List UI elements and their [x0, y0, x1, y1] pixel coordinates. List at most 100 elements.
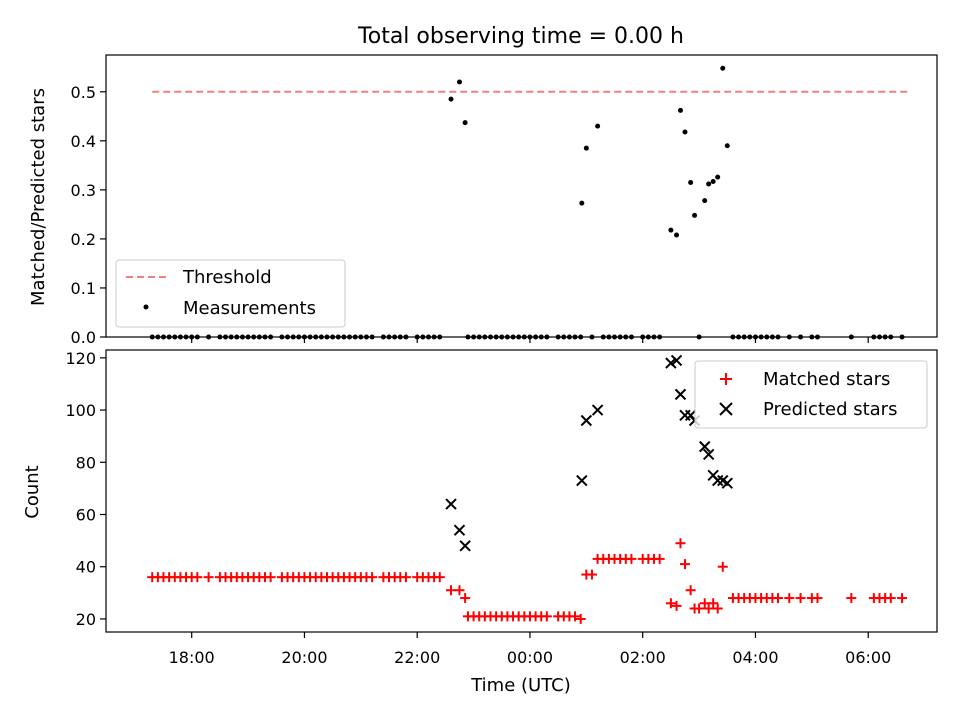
count-y-tick-label: 20 [76, 610, 96, 629]
matched-star-point [784, 593, 795, 604]
matched-star-point [885, 593, 896, 604]
measurement-point [674, 232, 680, 238]
matched-star-point [446, 585, 457, 596]
count-x-tick-label: 02:00 [620, 648, 666, 667]
matched-star-point [812, 593, 823, 604]
count-x-tick-label: 04:00 [732, 648, 778, 667]
measurement-point [692, 212, 698, 218]
predicted-star-point [674, 388, 687, 401]
measurement-point [710, 179, 716, 185]
matched-star-point [192, 572, 203, 583]
count-axes-frame [105, 349, 938, 633]
matched-star-point [454, 585, 465, 596]
matched-star-point [773, 593, 784, 604]
matched-star-point [570, 611, 581, 622]
matched-star-point [367, 572, 378, 583]
predicted-star-point [670, 354, 683, 367]
matched-star-point [717, 561, 728, 572]
predicted-star-point [591, 404, 604, 416]
matched-star-point [671, 600, 682, 611]
count-y-tick-label: 100 [65, 401, 96, 420]
ratio-axes-frame [105, 54, 938, 338]
count-y-axis-label: Count [22, 465, 43, 518]
matched-star-point [434, 572, 445, 583]
count-y-ticks: 20 40 60 80 100 120 [65, 349, 106, 629]
matched-star-point [460, 593, 471, 604]
measurement-point [724, 143, 730, 149]
measurement-point [682, 129, 688, 135]
ratio-y-tick-label: 0.4 [71, 132, 96, 151]
measurement-point [448, 96, 454, 102]
matched-star-point [897, 593, 908, 604]
ratio-y-tick-label: 0.3 [71, 181, 96, 200]
legend-predicted-swatch [719, 402, 733, 416]
measurement-point [715, 174, 721, 180]
predicted-star-point [576, 474, 588, 487]
ratio-y-ticks: 0.0 0.1 0.2 0.3 0.4 0.5 [71, 83, 106, 347]
matched-star-point [846, 593, 857, 604]
count-y-tick-label: 80 [76, 453, 96, 472]
measurement-point [720, 65, 726, 71]
count-y-tick-label: 40 [76, 558, 96, 577]
measurement-point [456, 79, 462, 85]
matched-star-point [265, 572, 276, 583]
ratio-panel: 0.0 0.1 0.2 0.3 0.4 0.5 Matched/Predicted sta… [28, 54, 938, 347]
matched-star-point [694, 603, 705, 614]
matched-star-point [675, 538, 686, 549]
predicted-star-point [721, 477, 733, 489]
count-marks [147, 354, 908, 624]
count-legend-box [694, 360, 928, 429]
matched-star-point [665, 598, 676, 609]
legend-threshold-label: Threshold [182, 267, 272, 288]
predicted-star-point [580, 414, 593, 427]
matched-star-point [203, 572, 214, 583]
matched-star-point [679, 559, 690, 570]
predicted-star-point [702, 448, 715, 461]
count-y-tick-label: 120 [65, 349, 96, 368]
predicted-star-point [445, 498, 457, 510]
legend-measurements-swatch [143, 304, 149, 310]
ratio-y-tick-label: 0.2 [71, 230, 96, 249]
ratio-y-tick-label: 0.1 [71, 279, 96, 298]
predicted-star-point [453, 524, 466, 536]
count-x-tick-label: 06:00 [845, 648, 891, 667]
legend-matched-label: Matched stars [763, 369, 890, 390]
matched-star-point [575, 613, 586, 624]
count-x-tick-label: 22:00 [394, 648, 440, 667]
count-x-tick-label: 18:00 [169, 648, 215, 667]
measurement-point [462, 120, 468, 126]
matched-star-point [708, 598, 719, 609]
measurement-point [579, 200, 585, 206]
measurement-point [688, 180, 694, 186]
legend-matched-swatch [720, 373, 732, 385]
legend-predicted-label: Predicted stars [763, 399, 897, 420]
matched-star-point [586, 569, 597, 580]
count-x-tick-label: 00:00 [507, 648, 553, 667]
measurement-point [583, 145, 589, 151]
measurement-point [702, 198, 708, 204]
count-y-tick-label: 60 [76, 506, 96, 525]
matched-star-point [795, 593, 806, 604]
matched-star-point [703, 603, 714, 614]
ratio-y-axis-label: Matched/Predicted stars [28, 88, 49, 306]
measurement-point [706, 181, 712, 187]
chart-title: Total observing time = 0.00 h [357, 24, 684, 49]
legend-measurements-label: Measurements [183, 298, 316, 319]
matched-star-point [626, 553, 637, 564]
matched-star-point [400, 572, 411, 583]
matched-star-point [541, 611, 552, 622]
measurement-point [595, 123, 601, 129]
matched-star-point [654, 553, 665, 564]
ratio-legend-box [115, 259, 346, 328]
predicted-star-point [665, 357, 677, 369]
matched-star-point [712, 603, 723, 614]
predicted-star-point [459, 540, 471, 552]
ratio-marks [149, 65, 908, 340]
matched-star-point [685, 585, 696, 596]
count-legend: Matched stars Predicted stars [694, 360, 928, 429]
measurement-point [677, 107, 683, 113]
measurement-point [668, 227, 674, 233]
x-axis-label: Time (UTC) [470, 675, 571, 696]
count-x-ticks: 18:00 20:00 22:00 00:00 02:00 04:00 06:00 [169, 632, 891, 667]
ratio-legend: Threshold Measurements [115, 259, 346, 328]
